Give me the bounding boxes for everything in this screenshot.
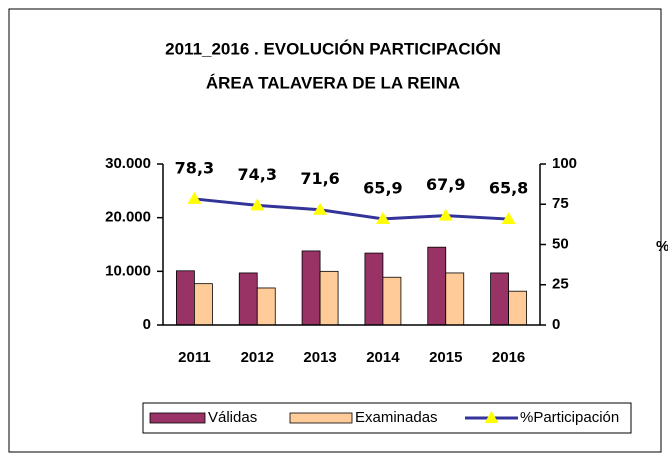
y-tick-label: 0	[143, 316, 151, 333]
marker	[375, 211, 390, 224]
bar	[382, 276, 402, 326]
data-label: 65,8	[489, 179, 528, 198]
y-tick-label: 30.000	[105, 155, 151, 172]
line	[194, 197, 509, 221]
y2-axis-label: %	[656, 238, 668, 255]
y-tick-label: 20.000	[105, 209, 151, 226]
marker	[501, 212, 516, 225]
bar	[508, 290, 527, 326]
data-label: 71,6	[300, 169, 339, 188]
bar	[319, 270, 339, 326]
data-label: 78,3	[175, 158, 214, 177]
bar	[194, 283, 213, 326]
legend-label: %Participación	[520, 409, 619, 426]
x-tick-label: 2016	[492, 349, 525, 366]
chart-title: 2011_2016 . EVOLUCIÓN PARTICIPACIÓN	[165, 39, 501, 58]
legend-swatch	[149, 412, 206, 424]
x-tick-label: 2012	[241, 349, 274, 366]
y2-tick-label: 100	[552, 155, 577, 172]
legend	[142, 402, 632, 434]
marker	[438, 208, 453, 221]
y-tick-label: 10.000	[105, 262, 151, 279]
y2-tick-label: 25	[552, 276, 569, 293]
bar	[301, 250, 321, 326]
bar	[445, 272, 465, 326]
data-label: 67,9	[426, 175, 465, 194]
chart-title: ÁREA TALAVERA DE LA REINA	[206, 73, 460, 92]
legend-swatch	[289, 412, 353, 424]
x-tick-label: 2015	[429, 349, 462, 366]
bar	[364, 252, 384, 326]
y2-tick-label: 0	[552, 316, 560, 333]
chart-frame	[8, 8, 662, 453]
legend-label: Examinadas	[355, 409, 438, 426]
y2-tick-label: 50	[552, 235, 569, 252]
data-label: 65,9	[363, 178, 402, 197]
x-tick-label: 2014	[366, 349, 400, 366]
x-tick-label: 2011	[178, 349, 211, 366]
legend-marker	[484, 411, 499, 423]
y2-tick-label: 75	[552, 195, 569, 212]
bar	[490, 272, 509, 326]
x-tick-label: 2013	[303, 349, 336, 366]
bar	[238, 272, 258, 326]
legend-label: Válidas	[208, 409, 257, 426]
bar	[256, 287, 276, 326]
marker	[313, 202, 328, 215]
bar	[427, 246, 447, 326]
bar	[176, 270, 195, 326]
data-label: 74,3	[238, 165, 277, 184]
marker	[250, 198, 265, 211]
marker	[187, 191, 202, 204]
